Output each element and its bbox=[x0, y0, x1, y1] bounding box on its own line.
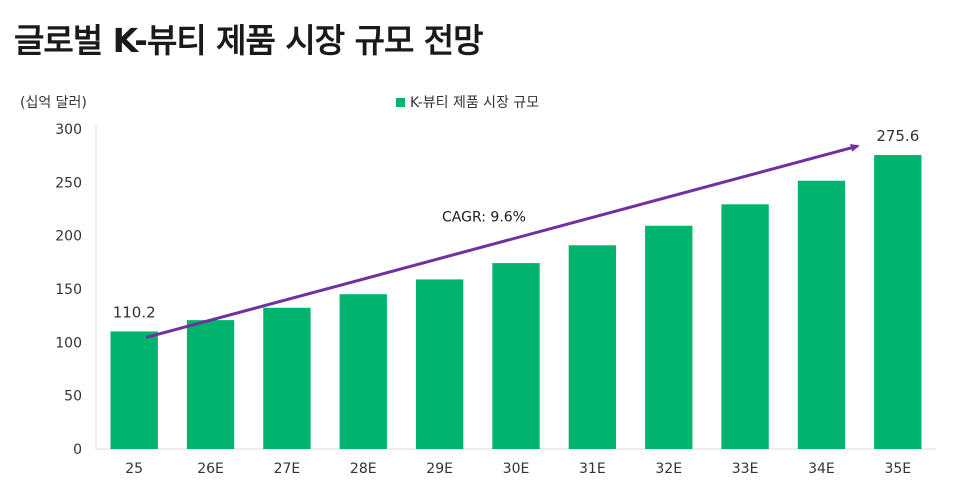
x-tick-label: 31E bbox=[579, 461, 606, 477]
y-tick-label: 50 bbox=[64, 389, 82, 405]
cagr-annotation: CAGR: 9.6% bbox=[442, 210, 526, 226]
x-tick-label: 34E bbox=[808, 461, 835, 477]
bar bbox=[874, 155, 922, 449]
x-tick-label: 27E bbox=[274, 461, 301, 477]
data-label: 275.6 bbox=[876, 127, 919, 145]
bar bbox=[721, 204, 769, 449]
legend: K-뷰티 제품 시장 규모 bbox=[396, 92, 539, 112]
bar bbox=[110, 331, 158, 449]
chart-title: 글로벌 K-뷰티 제품 시장 규모 전망 bbox=[14, 21, 484, 60]
x-tick-label: 32E bbox=[655, 461, 682, 477]
bar bbox=[797, 180, 846, 449]
cagr-trend-arrow bbox=[145, 143, 860, 339]
y-tick-label: 0 bbox=[73, 442, 82, 458]
bar bbox=[492, 263, 540, 449]
x-tick-label: 25 bbox=[125, 461, 143, 477]
legend-label: K-뷰티 제품 시장 규모 bbox=[410, 95, 540, 111]
y-tick-label: 100 bbox=[55, 335, 82, 351]
bar bbox=[415, 279, 464, 449]
y-axis-unit-label: (십억 달러) bbox=[20, 95, 87, 111]
data-label: 110.2 bbox=[113, 303, 156, 321]
bar bbox=[339, 294, 387, 449]
y-tick-label: 200 bbox=[55, 229, 82, 245]
bar bbox=[645, 225, 693, 449]
x-tick-label: 30E bbox=[503, 461, 530, 477]
x-tick-label: 28E bbox=[350, 461, 377, 477]
x-tick-label: 26E bbox=[197, 461, 224, 477]
bar bbox=[568, 245, 617, 449]
x-tick-label: 35E bbox=[884, 461, 911, 477]
x-tick-label: 33E bbox=[732, 461, 759, 477]
y-tick-label: 150 bbox=[55, 282, 82, 298]
bar bbox=[186, 320, 235, 449]
x-tick-label: 29E bbox=[426, 461, 453, 477]
bar bbox=[263, 307, 311, 449]
legend-swatch bbox=[396, 97, 405, 107]
y-tick-label: 300 bbox=[55, 122, 82, 138]
y-tick-label: 250 bbox=[55, 175, 82, 191]
